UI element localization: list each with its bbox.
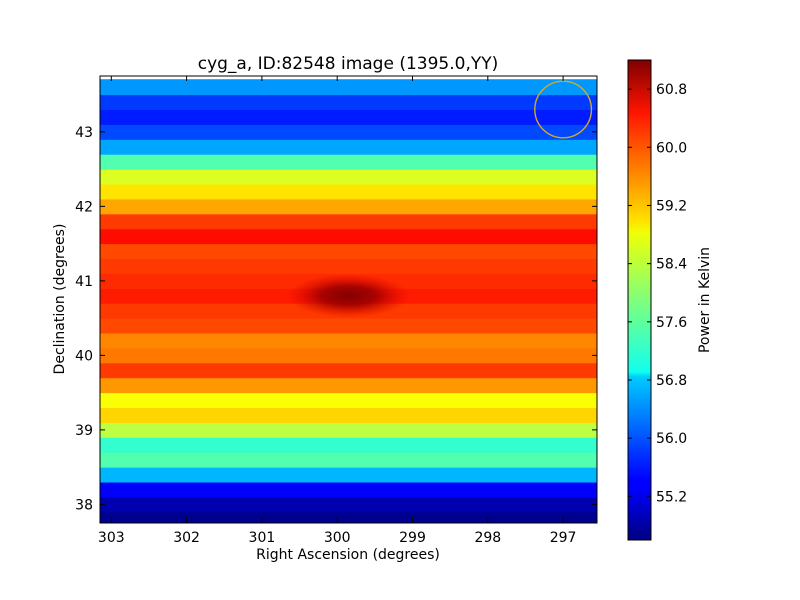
heatmap-band xyxy=(100,362,597,379)
heatmap-band xyxy=(100,436,597,453)
x-axis-label: Right Ascension (degrees) xyxy=(256,547,440,563)
colorbar-tick-label: 59.2 xyxy=(656,198,687,214)
colorbar-tick-label: 60.8 xyxy=(656,82,687,98)
colorbar-tick-label: 60.0 xyxy=(656,140,687,156)
source-blob xyxy=(286,273,411,318)
x-tick-label: 303 xyxy=(98,530,125,546)
heatmap-band xyxy=(100,377,597,394)
heatmap-band xyxy=(100,332,597,349)
heatmap-band xyxy=(100,123,597,140)
y-axis-ticks: 38 39 40 41 42 43 xyxy=(75,125,597,513)
heatmap-band xyxy=(100,198,597,215)
colorbar-label: Power in Kelvin xyxy=(697,247,713,353)
colorbar-frame xyxy=(627,59,652,541)
beam-marker xyxy=(534,80,593,139)
beam-circle xyxy=(534,80,593,139)
colorbar-ticks: 60.8 60.0 59.2 58.4 57.6 56.8 56.0 55.2 xyxy=(628,82,687,505)
source-peak xyxy=(286,273,411,318)
x-axis-ticks: 303 302 301 300 299 298 297 xyxy=(98,76,577,546)
y-tick-label: 41 xyxy=(75,274,93,290)
heatmap-band xyxy=(100,511,597,523)
edge-fade xyxy=(100,76,597,79)
heatmap-band xyxy=(100,407,597,423)
colorbar-tick-label: 58.4 xyxy=(656,257,687,273)
heatmap-band xyxy=(100,94,597,111)
colorbar-tick-label: 56.8 xyxy=(656,373,687,389)
colorbar-tick-label: 56.0 xyxy=(656,431,687,447)
heatmap-band xyxy=(100,451,597,468)
colorbar-tick-label: 57.6 xyxy=(656,315,687,331)
plot-frame xyxy=(99,75,598,524)
heatmap-band xyxy=(100,168,597,185)
chart-title: cyg_a, ID:82548 image (1395.0,YY) xyxy=(198,54,499,74)
heatmap-band xyxy=(100,109,597,125)
heatmap-band xyxy=(100,258,597,274)
heatmap-bands xyxy=(100,76,597,523)
heatmap-band xyxy=(100,243,597,260)
heatmap-band xyxy=(100,421,597,438)
x-tick-label: 302 xyxy=(173,530,200,546)
x-tick-label: 299 xyxy=(399,530,426,546)
colorbar-tick-label: 55.2 xyxy=(656,489,687,505)
x-tick-label: 300 xyxy=(324,530,351,546)
heatmap-band xyxy=(100,317,597,334)
heatmap-band xyxy=(100,138,597,155)
heatmap-band xyxy=(100,228,597,245)
heatmap-band xyxy=(100,496,597,513)
y-tick-label: 38 xyxy=(75,497,93,513)
y-axis-label: Declination (degrees) xyxy=(52,224,68,375)
heatmap-band xyxy=(100,183,597,200)
heatmap-band xyxy=(100,213,597,230)
heatmap-band xyxy=(100,481,597,498)
y-tick-label: 39 xyxy=(75,423,93,439)
x-tick-label: 301 xyxy=(249,530,276,546)
x-tick-label: 297 xyxy=(550,530,577,546)
heatmap-band xyxy=(100,466,597,483)
colorbar xyxy=(628,60,651,540)
heatmap-band xyxy=(100,153,597,170)
x-tick-label: 298 xyxy=(474,530,501,546)
y-tick-label: 42 xyxy=(75,199,93,215)
heatmap-band xyxy=(100,79,597,96)
heatmap-band xyxy=(100,392,597,409)
heatmap-band xyxy=(100,347,597,364)
y-tick-label: 43 xyxy=(75,125,93,141)
y-tick-label: 40 xyxy=(75,348,93,364)
